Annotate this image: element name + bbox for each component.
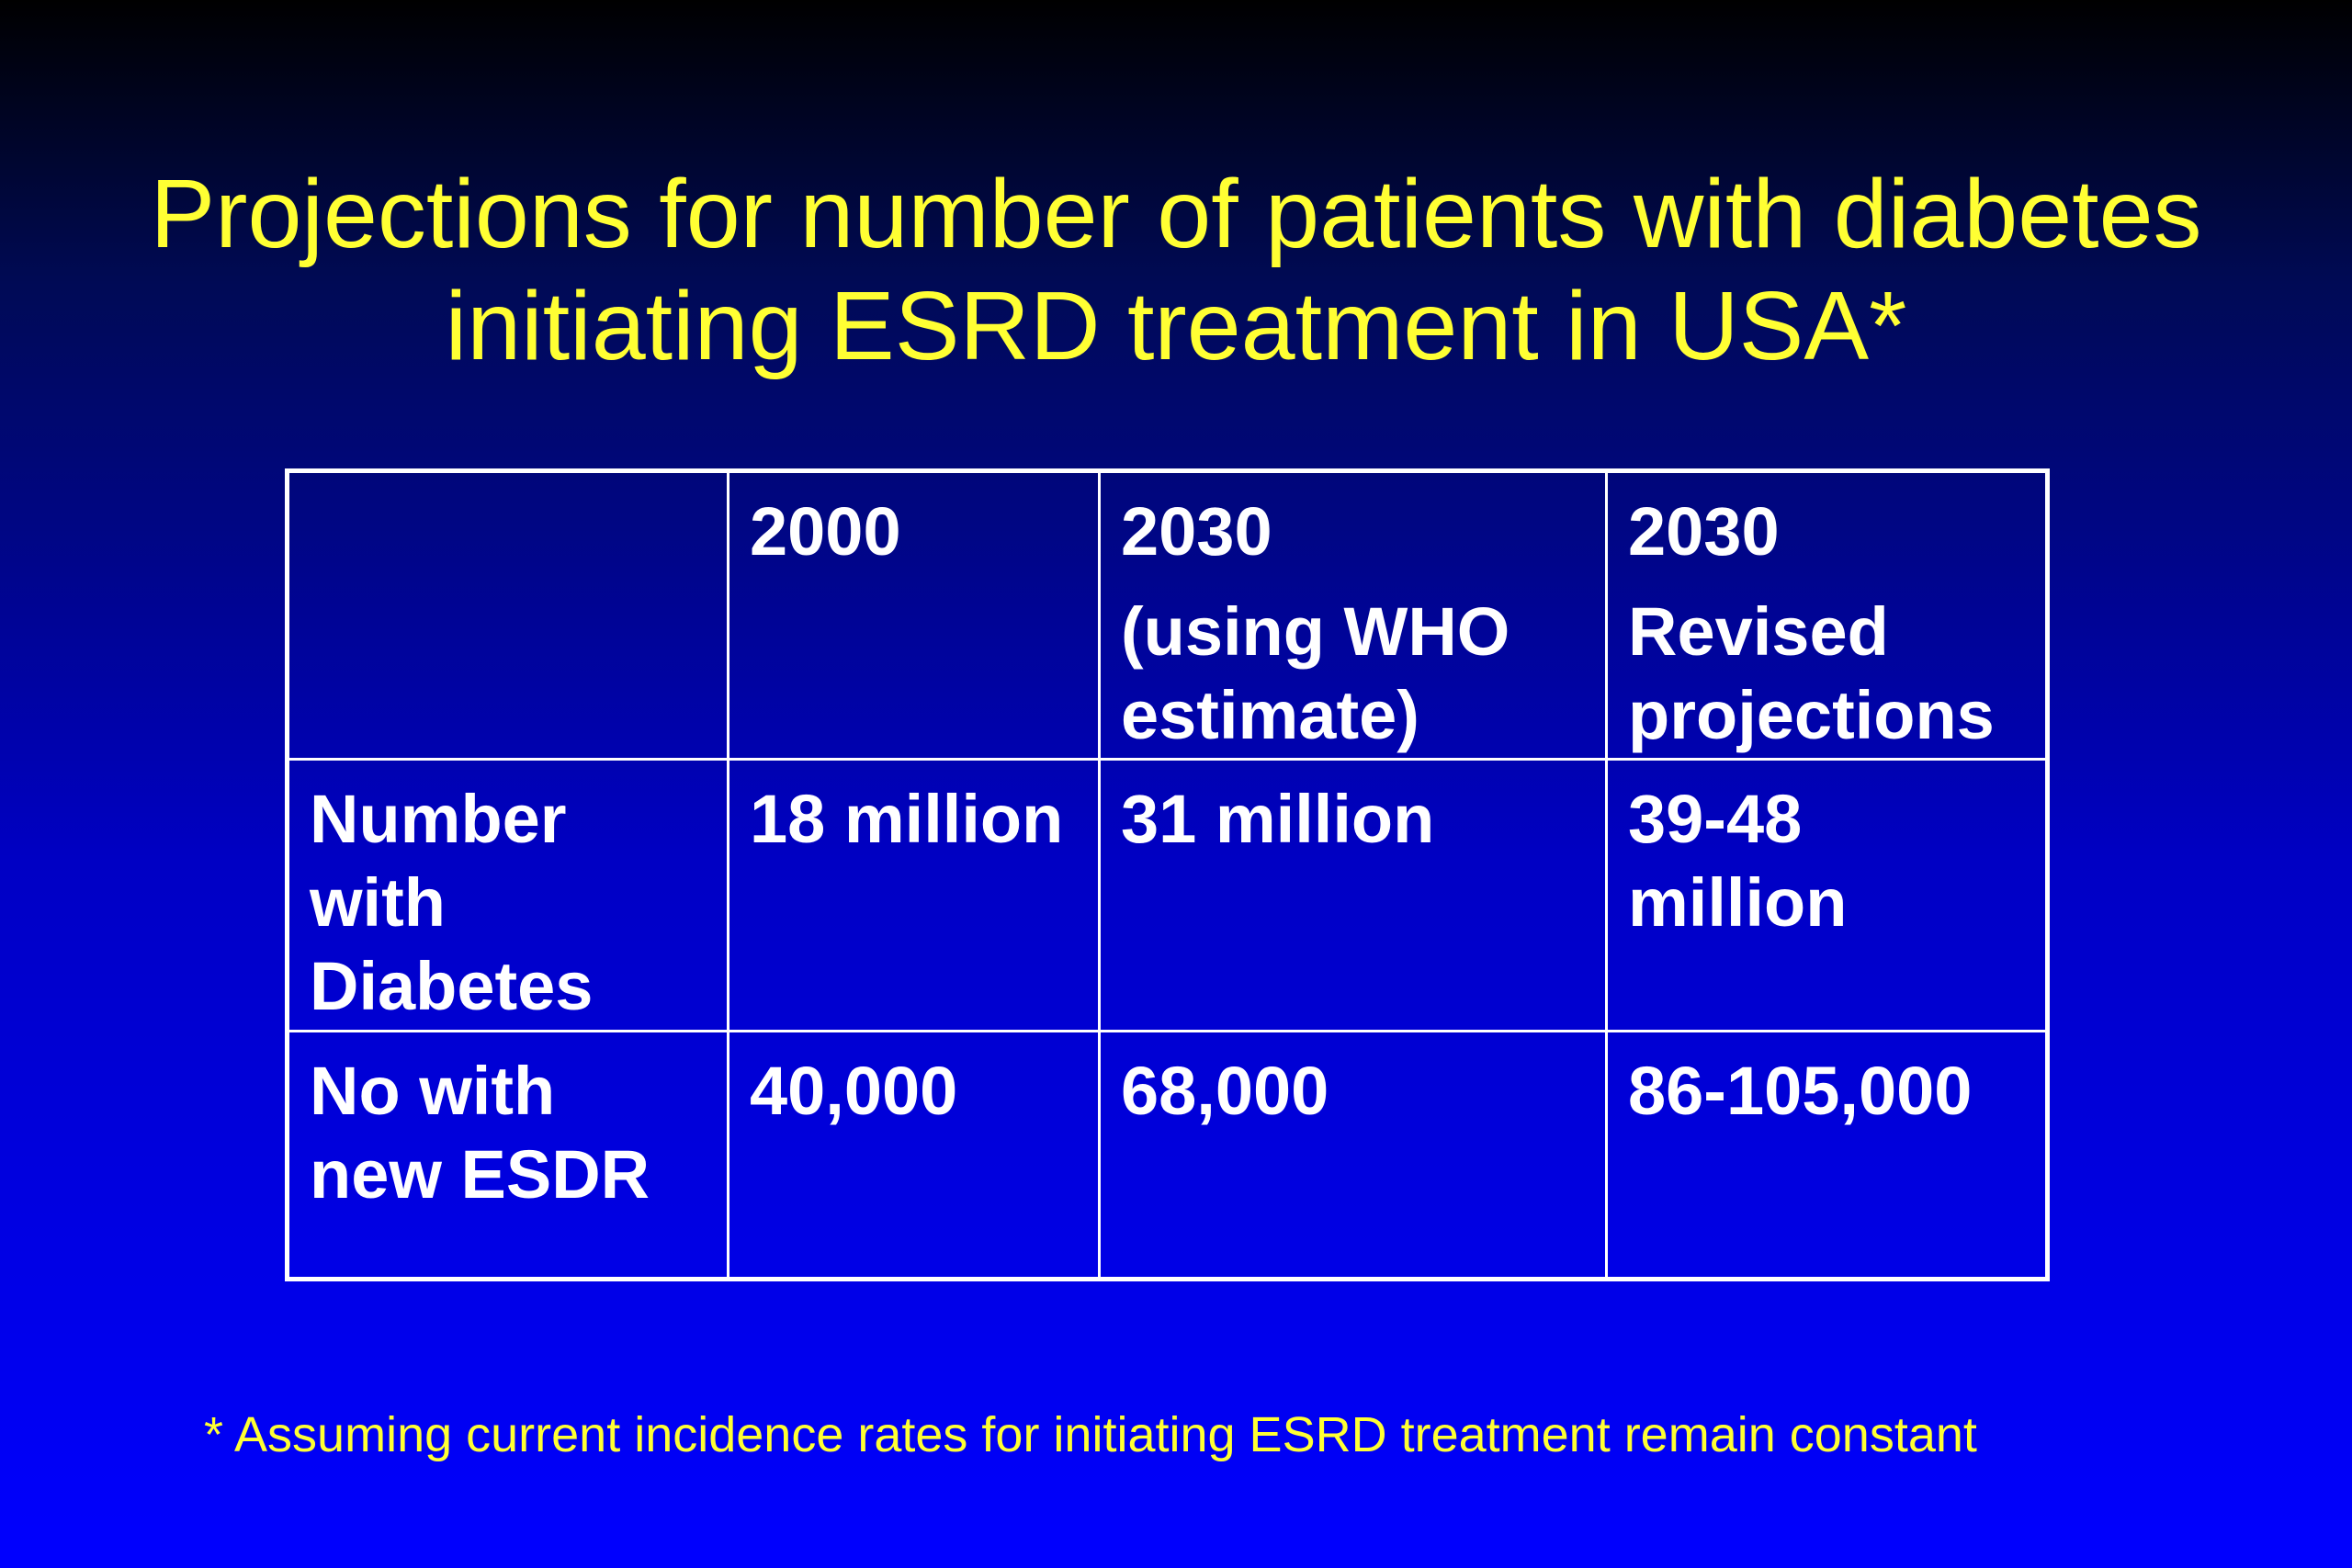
slide-title-line-1: Projections for number of patients with …	[150, 160, 2202, 268]
row-label-line-2: with	[310, 864, 446, 941]
value-cell-2030-revised: 39-48 million	[1605, 758, 2049, 1032]
slide-title-line-2: initiating ESRD treatment in USA*	[445, 272, 1907, 380]
value-text-line-1: 39-48	[1628, 781, 1803, 857]
footnote: * Assuming current incidence rates for i…	[204, 1407, 1977, 1462]
header-who-line-1: (using WHO	[1121, 593, 1510, 670]
row-label-line-3: Diabetes	[310, 948, 594, 1024]
value-cell-2030-revised: 86-105,000	[1605, 1030, 2049, 1280]
projections-table: 2000 2030 (using WHO estimate) 2030 Revi…	[285, 468, 2050, 1281]
value-text: 40,000	[750, 1053, 958, 1129]
header-revised-line-1: Revised	[1628, 593, 1889, 670]
table-header-row: 2000 2030 (using WHO estimate) 2030 Revi…	[286, 469, 2049, 761]
value-text: 68,000	[1121, 1053, 1329, 1129]
header-year-2030: 2030	[1121, 493, 1272, 570]
table-row-new-esdr: No with new ESDR 40,000 68,000 86-105,00…	[286, 1030, 2049, 1280]
header-year-2030-revised: 2030	[1628, 493, 1780, 570]
header-revised-line-2: projections	[1628, 677, 1995, 753]
value-text-line-2: million	[1628, 864, 1848, 941]
value-cell-2000: 18 million	[727, 758, 1101, 1032]
value-text: 86-105,000	[1628, 1053, 1973, 1129]
table-row-number-with-diabetes: Number with Diabetes 18 million 31 milli…	[286, 758, 2049, 1032]
header-cell-empty	[286, 469, 729, 761]
row-label-line-2: new ESDR	[310, 1136, 650, 1213]
slide-title: Projections for number of patients with …	[0, 158, 2352, 382]
value-cell-2030-who: 68,000	[1098, 1030, 1608, 1280]
header-cell-2030-revised: 2030 Revised projections	[1605, 469, 2049, 761]
row-label-cell: No with new ESDR	[286, 1030, 729, 1280]
row-label-line-1: Number	[310, 781, 567, 857]
header-cell-2030-who: 2030 (using WHO estimate)	[1098, 469, 1608, 761]
value-cell-2030-who: 31 million	[1098, 758, 1608, 1032]
value-text: 18 million	[750, 781, 1064, 857]
header-who-line-2: estimate)	[1121, 677, 1419, 753]
header-year-2000: 2000	[750, 493, 901, 570]
header-cell-2000: 2000	[727, 469, 1101, 761]
value-cell-2000: 40,000	[727, 1030, 1101, 1280]
row-label-line-1: No with	[310, 1053, 556, 1129]
value-text: 31 million	[1121, 781, 1435, 857]
row-label-cell: Number with Diabetes	[286, 758, 729, 1032]
